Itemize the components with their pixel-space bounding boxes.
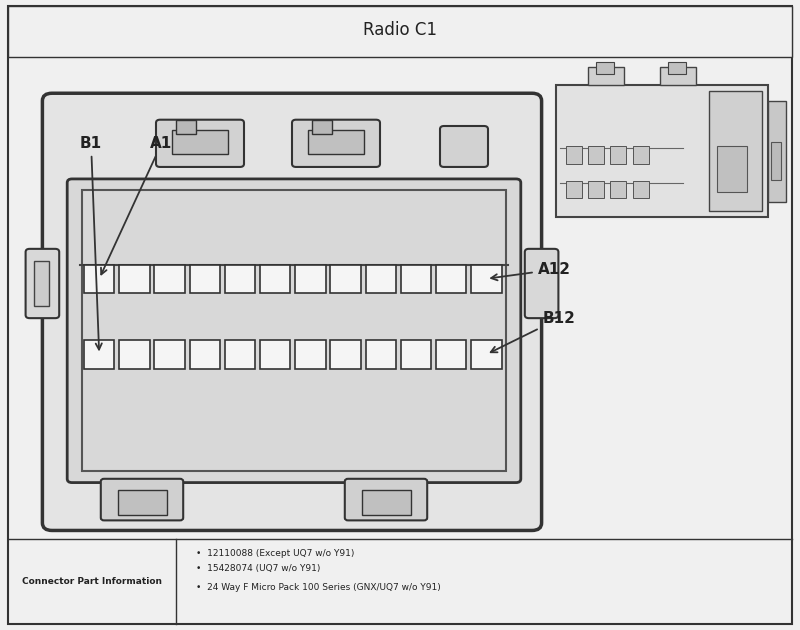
Text: A12: A12 (491, 262, 570, 280)
Bar (330, 265, 361, 293)
Bar (436, 265, 466, 293)
Bar (588, 146, 604, 164)
Bar (588, 67, 624, 85)
FancyBboxPatch shape (556, 85, 768, 217)
Bar (366, 265, 396, 293)
Bar (401, 340, 431, 369)
Bar (566, 181, 582, 198)
Bar (154, 340, 185, 369)
Bar (84, 265, 114, 293)
Bar (768, 101, 786, 202)
Bar (401, 265, 431, 293)
Bar (668, 62, 686, 74)
Bar (436, 340, 466, 369)
Bar (330, 340, 361, 369)
Bar (471, 265, 502, 293)
Bar (176, 120, 196, 134)
Text: A1: A1 (101, 136, 173, 275)
FancyBboxPatch shape (8, 6, 792, 624)
Text: •  24 Way F Micro Pack 100 Series (GNX/UQ7 w/o Y91): • 24 Way F Micro Pack 100 Series (GNX/UQ… (196, 583, 441, 592)
Text: Radio C1: Radio C1 (363, 21, 437, 38)
Bar (566, 146, 582, 164)
Bar (308, 130, 364, 154)
Text: •  15428074 (UQ7 w/o Y91): • 15428074 (UQ7 w/o Y91) (196, 564, 320, 573)
Bar (362, 490, 411, 515)
Bar (717, 146, 747, 192)
Bar (118, 490, 167, 515)
Bar (119, 265, 150, 293)
Bar (660, 67, 696, 85)
Bar (225, 340, 255, 369)
FancyBboxPatch shape (156, 120, 244, 167)
Bar (172, 130, 228, 154)
Bar (709, 91, 762, 211)
Bar (295, 265, 326, 293)
Bar (225, 265, 255, 293)
Bar (84, 340, 114, 369)
Bar (119, 340, 150, 369)
Bar (312, 120, 332, 134)
Text: •  12110088 (Except UQ7 w/o Y91): • 12110088 (Except UQ7 w/o Y91) (196, 549, 354, 558)
Bar (190, 265, 220, 293)
Bar (366, 340, 396, 369)
Bar (260, 265, 290, 293)
Bar (34, 261, 49, 306)
Bar (154, 265, 185, 293)
FancyBboxPatch shape (42, 93, 542, 530)
FancyBboxPatch shape (440, 126, 488, 167)
Bar (633, 146, 649, 164)
Bar (295, 340, 326, 369)
FancyBboxPatch shape (345, 479, 427, 520)
Bar (610, 146, 626, 164)
FancyBboxPatch shape (67, 179, 521, 483)
Bar (610, 181, 626, 198)
Bar (633, 181, 649, 198)
Text: B12: B12 (490, 311, 575, 352)
Bar (190, 340, 220, 369)
FancyBboxPatch shape (8, 6, 792, 57)
FancyBboxPatch shape (525, 249, 558, 318)
FancyBboxPatch shape (292, 120, 380, 167)
FancyBboxPatch shape (26, 249, 59, 318)
Bar (596, 62, 614, 74)
Bar (260, 340, 290, 369)
Bar (82, 190, 506, 471)
Bar (588, 181, 604, 198)
Text: Connector Part Information: Connector Part Information (22, 577, 162, 586)
Text: B1: B1 (80, 136, 102, 350)
Bar (771, 142, 781, 180)
FancyBboxPatch shape (101, 479, 183, 520)
Bar (471, 340, 502, 369)
